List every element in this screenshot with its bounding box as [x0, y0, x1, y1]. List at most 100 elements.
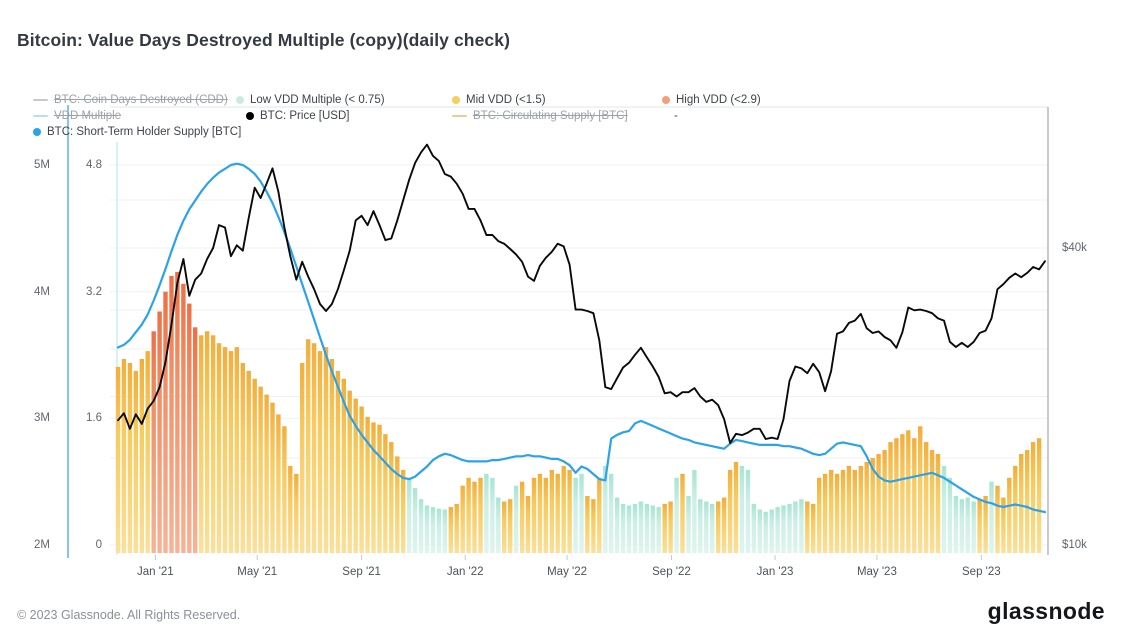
- x-axis-date-label: Sep '21: [342, 566, 381, 578]
- legend-item[interactable]: BTC: Short-Term Holder Supply [BTC]: [33, 124, 241, 140]
- vdd-bar-mid: [555, 473, 560, 553]
- y-axis-sth-label: 2M: [34, 539, 50, 551]
- vdd-bar-mid: [543, 477, 548, 553]
- vdd-bar-mid: [1030, 442, 1036, 553]
- vdd-bar-high: [169, 275, 174, 553]
- vdd-bar-mid: [680, 473, 685, 553]
- y-axis-sth-label: 5M: [34, 159, 50, 171]
- vdd-bar-low: [947, 477, 953, 553]
- vdd-bar-mid: [721, 497, 727, 553]
- legend-item[interactable]: High VDD (<2.9): [662, 92, 761, 108]
- vdd-bar-mid: [822, 473, 828, 553]
- vdd-bar-low: [704, 501, 709, 553]
- vdd-bar-low: [656, 507, 661, 553]
- vdd-bar-mid: [323, 347, 329, 553]
- vdd-bar-mid: [228, 351, 234, 553]
- vdd-bar-mid: [508, 499, 513, 553]
- vdd-bar-low: [484, 473, 489, 553]
- vdd-bar-mid: [924, 442, 929, 553]
- vdd-bar-low: [971, 501, 976, 553]
- legend-dash-icon: [33, 114, 48, 118]
- x-axis-date-label: Jan '21: [136, 566, 174, 578]
- legend-item[interactable]: BTC: Price [USD]: [246, 108, 349, 124]
- legend-item[interactable]: BTC: Circulating Supply [BTC]: [452, 108, 628, 124]
- vdd-bar-mid: [460, 485, 465, 553]
- vdd-bar-mid: [466, 477, 471, 553]
- y-axis-vdd-label: 4.8: [86, 159, 102, 171]
- vdd-bar-mid: [1007, 477, 1012, 553]
- vdd-bar-mid: [805, 501, 810, 553]
- vdd-bar-mid: [127, 363, 133, 553]
- vdd-bar-mid: [365, 416, 370, 553]
- vdd-bar-mid: [401, 469, 406, 553]
- vdd-bar-mid: [448, 507, 453, 553]
- vdd-bar-low: [650, 505, 655, 553]
- y-axis-vdd-label: 3.2: [86, 285, 102, 298]
- legend-item[interactable]: Low VDD Multiple (< 0.75): [236, 92, 385, 108]
- vdd-bar-low: [490, 477, 495, 553]
- legend-item[interactable]: -: [674, 108, 678, 124]
- page-title: Bitcoin: Value Days Destroyed Multiple (…: [17, 30, 511, 50]
- vdd-bar-low: [609, 473, 614, 553]
- legend-item[interactable]: BTC: Coin Days Destroyed (CDD): [33, 92, 228, 108]
- vdd-bar-mid: [894, 438, 899, 553]
- vdd-bar-high: [175, 271, 180, 553]
- vdd-bar-low: [965, 497, 970, 553]
- vdd-bar-mid: [329, 359, 335, 553]
- legend-dot-icon: [246, 112, 254, 120]
- vdd-bar-mid: [258, 386, 263, 553]
- vdd-bar-mid: [472, 481, 477, 553]
- vdd-bar-low: [751, 503, 756, 553]
- vdd-bar-mid: [549, 469, 554, 553]
- vdd-bar-high: [187, 303, 192, 553]
- vdd-bar-low: [989, 481, 994, 553]
- vdd-bar-low: [781, 505, 786, 553]
- vdd-bar-mid: [983, 496, 988, 553]
- vdd-bar-mid: [395, 456, 400, 553]
- vdd-bar-low: [442, 509, 447, 553]
- vdd-bar-mid: [977, 499, 982, 553]
- vdd-bar-mid: [502, 501, 507, 553]
- vdd-bar-mid: [811, 503, 816, 553]
- vdd-bar-mid: [912, 438, 917, 553]
- vdd-bar-mid: [852, 469, 857, 553]
- vdd-bar-mid: [210, 335, 216, 553]
- vdd-bar-mid: [383, 434, 388, 553]
- vdd-bar-mid: [918, 426, 923, 553]
- vdd-bar-mid: [371, 422, 376, 553]
- vdd-bar-mid: [145, 351, 150, 553]
- vdd-bar-high: [193, 327, 198, 553]
- vdd-bar-mid: [846, 465, 852, 553]
- legend-dot-icon: [662, 96, 670, 104]
- vdd-bar-low: [615, 497, 620, 553]
- legend-item[interactable]: Mid VDD (<1.5): [452, 92, 546, 108]
- vdd-bar-mid: [377, 424, 382, 553]
- vdd-bar-low: [496, 497, 501, 553]
- glassnode-logo: glassnode: [987, 598, 1105, 624]
- vdd-bar-mid: [359, 406, 364, 553]
- vdd-bar-low: [739, 465, 745, 553]
- vdd-bar-low: [757, 509, 762, 553]
- sth-supply-line: [116, 162, 1047, 514]
- vdd-bar-mid: [115, 366, 121, 553]
- legend-row: BTC: Coin Days Destroyed (CDD) Low VDD Mu…: [0, 92, 1125, 108]
- vdd-bar-mid: [935, 454, 941, 553]
- legend-item[interactable]: VDD Multiple: [33, 108, 121, 124]
- vdd-bar-low: [769, 509, 774, 553]
- legend-dash-icon: [452, 114, 467, 118]
- x-axis-date-label: May '23: [856, 566, 897, 578]
- vdd-bar-low: [620, 503, 626, 553]
- vdd-bar-low: [941, 465, 947, 553]
- x-axis-date-label: May '22: [547, 566, 588, 578]
- vdd-bar-mid: [537, 473, 543, 553]
- vdd-bar-high: [181, 283, 186, 553]
- legend-backdrop: [110, 108, 1046, 141]
- vdd-bar-mid: [270, 402, 275, 553]
- vdd-bar-mid: [246, 370, 251, 553]
- vdd-bar-mid: [727, 469, 733, 553]
- vdd-bar-mid: [300, 363, 305, 553]
- legend-row: BTC: Short-Term Holder Supply [BTC]: [0, 124, 1125, 140]
- x-axis-date-label: May '21: [237, 566, 278, 578]
- legend-dot-icon: [452, 96, 460, 104]
